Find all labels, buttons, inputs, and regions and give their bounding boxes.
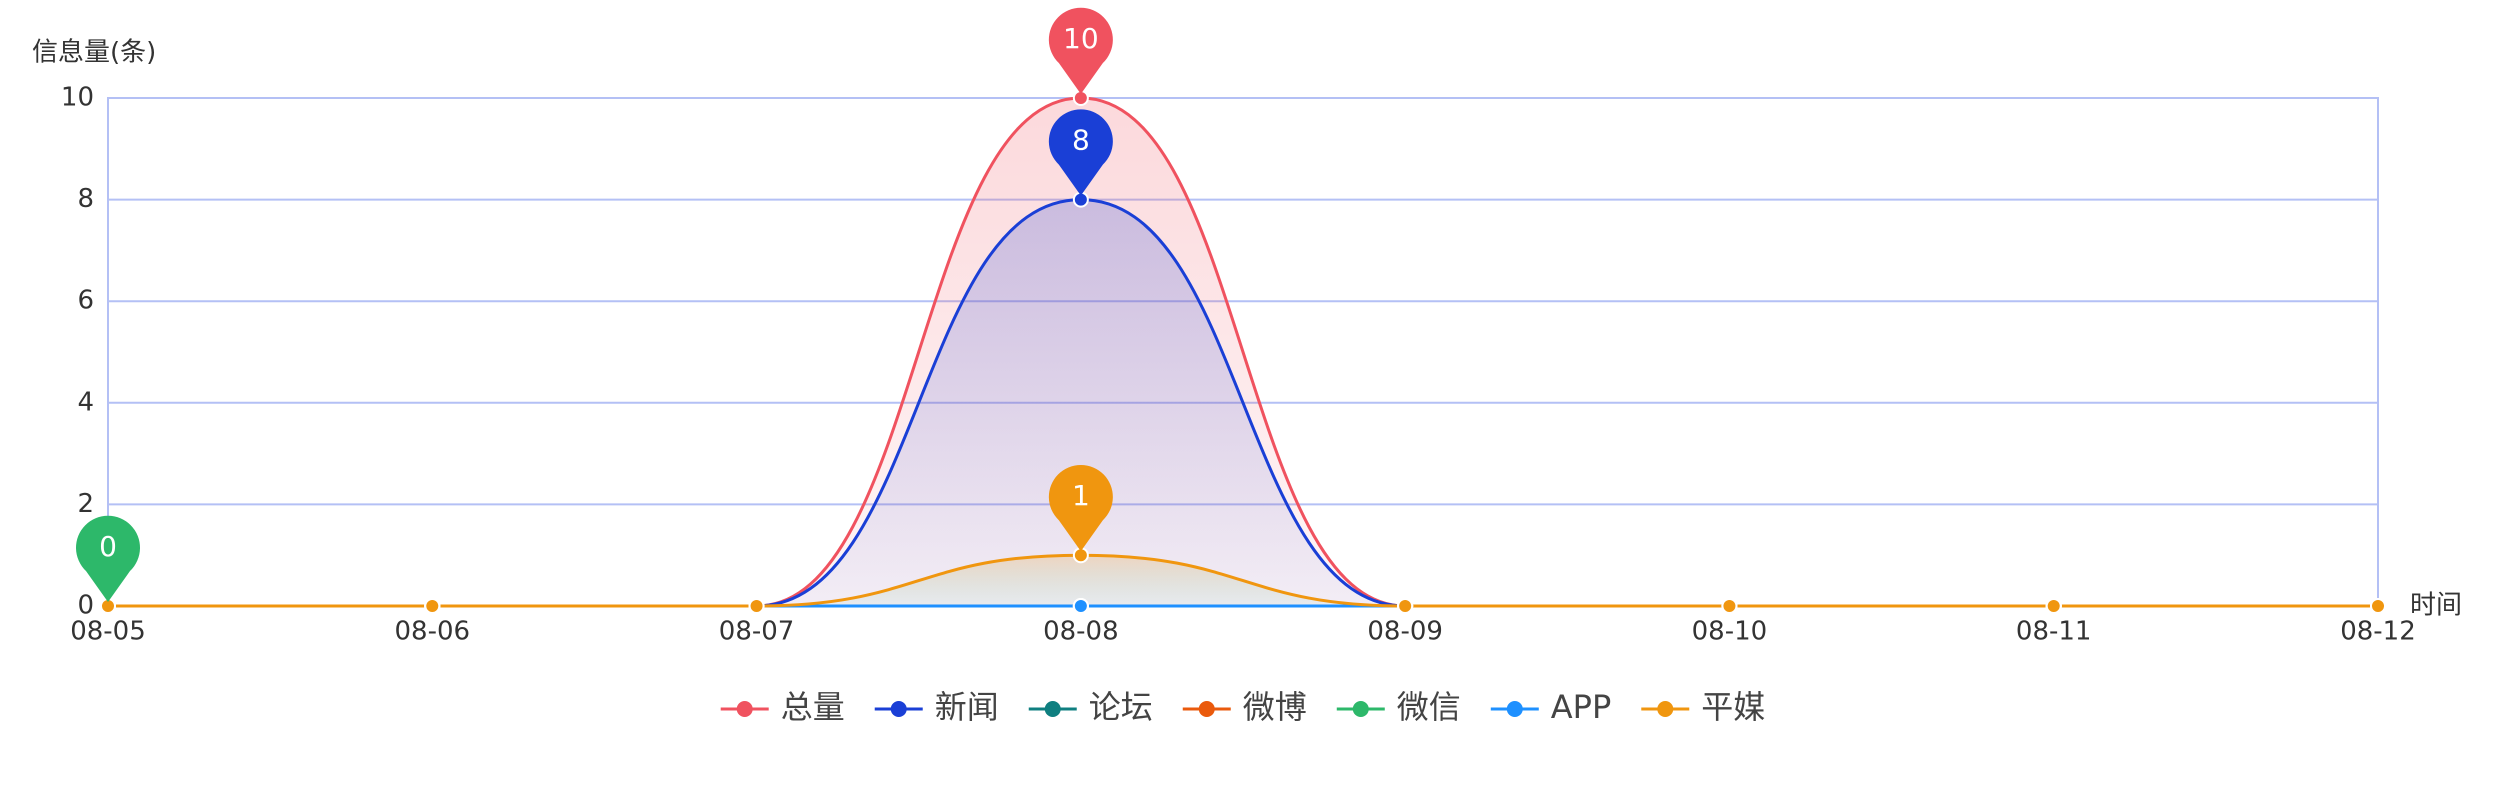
series-area <box>108 199 2378 606</box>
legend-item: 论坛 <box>1028 688 1153 726</box>
max-pin-label: 0 <box>99 530 117 563</box>
legend-dot <box>1352 701 1369 717</box>
legend-dot <box>1657 701 1674 717</box>
y-tick-label: 6 <box>77 286 94 316</box>
legend-item: 微信 <box>1336 688 1461 726</box>
legend-item: APP <box>1490 688 1611 726</box>
legend-dot <box>1044 701 1061 717</box>
legend-label: 论坛 <box>1089 688 1153 726</box>
legend-dot <box>736 701 753 717</box>
legend-dot <box>1198 701 1215 717</box>
legend-dot <box>890 701 907 717</box>
legend-item: 微博 <box>1182 688 1307 726</box>
legend-dot <box>1506 701 1523 717</box>
series-area <box>108 555 2378 606</box>
legend-item: 总量 <box>720 688 845 726</box>
legend-label: 总量 <box>781 688 845 726</box>
legend-label: APP <box>1551 688 1611 726</box>
point <box>1721 598 1738 614</box>
max-pin <box>1048 7 1113 94</box>
x-axis-label: 时间 <box>2410 591 2462 621</box>
legend-label: 微信 <box>1397 688 1461 726</box>
max-pin <box>1048 109 1113 196</box>
y-tick-label: 2 <box>77 489 94 519</box>
max-pin-label: 8 <box>1072 124 1090 157</box>
x-tick-label: 08-11 <box>2016 617 2092 647</box>
legend-item: 平媒 <box>1641 688 1765 726</box>
y-axis-label: 信息量(条) <box>32 38 156 68</box>
x-tick-label: 08-12 <box>2340 617 2416 647</box>
x-tick-label: 08-07 <box>719 617 795 647</box>
point <box>2370 598 2386 614</box>
x-tick-label: 08-08 <box>1043 617 1119 647</box>
point <box>2045 598 2062 614</box>
point <box>748 598 765 614</box>
max-pin <box>75 515 140 602</box>
y-tick-label: 10 <box>61 83 94 113</box>
legend-label: 平媒 <box>1701 688 1765 726</box>
max-pin <box>1048 464 1113 552</box>
series-line <box>108 553 2378 608</box>
legend-label: 新闻 <box>935 688 999 726</box>
y-tick-label: 8 <box>77 184 94 214</box>
point <box>1397 598 1414 614</box>
x-tick-label: 08-06 <box>395 617 471 647</box>
x-tick-label: 08-05 <box>70 617 146 647</box>
point <box>1072 598 1089 614</box>
y-tick-label: 4 <box>77 387 94 417</box>
y-tick-label: 0 <box>77 591 94 621</box>
max-pin-label: 10 <box>1063 22 1099 55</box>
legend-item: 新闻 <box>874 688 999 726</box>
max-pin-label: 1 <box>1072 479 1090 512</box>
x-tick-label: 08-09 <box>1367 617 1443 647</box>
x-tick-label: 08-10 <box>1692 617 1768 647</box>
legend-label: 微博 <box>1243 688 1307 726</box>
point <box>424 598 441 614</box>
